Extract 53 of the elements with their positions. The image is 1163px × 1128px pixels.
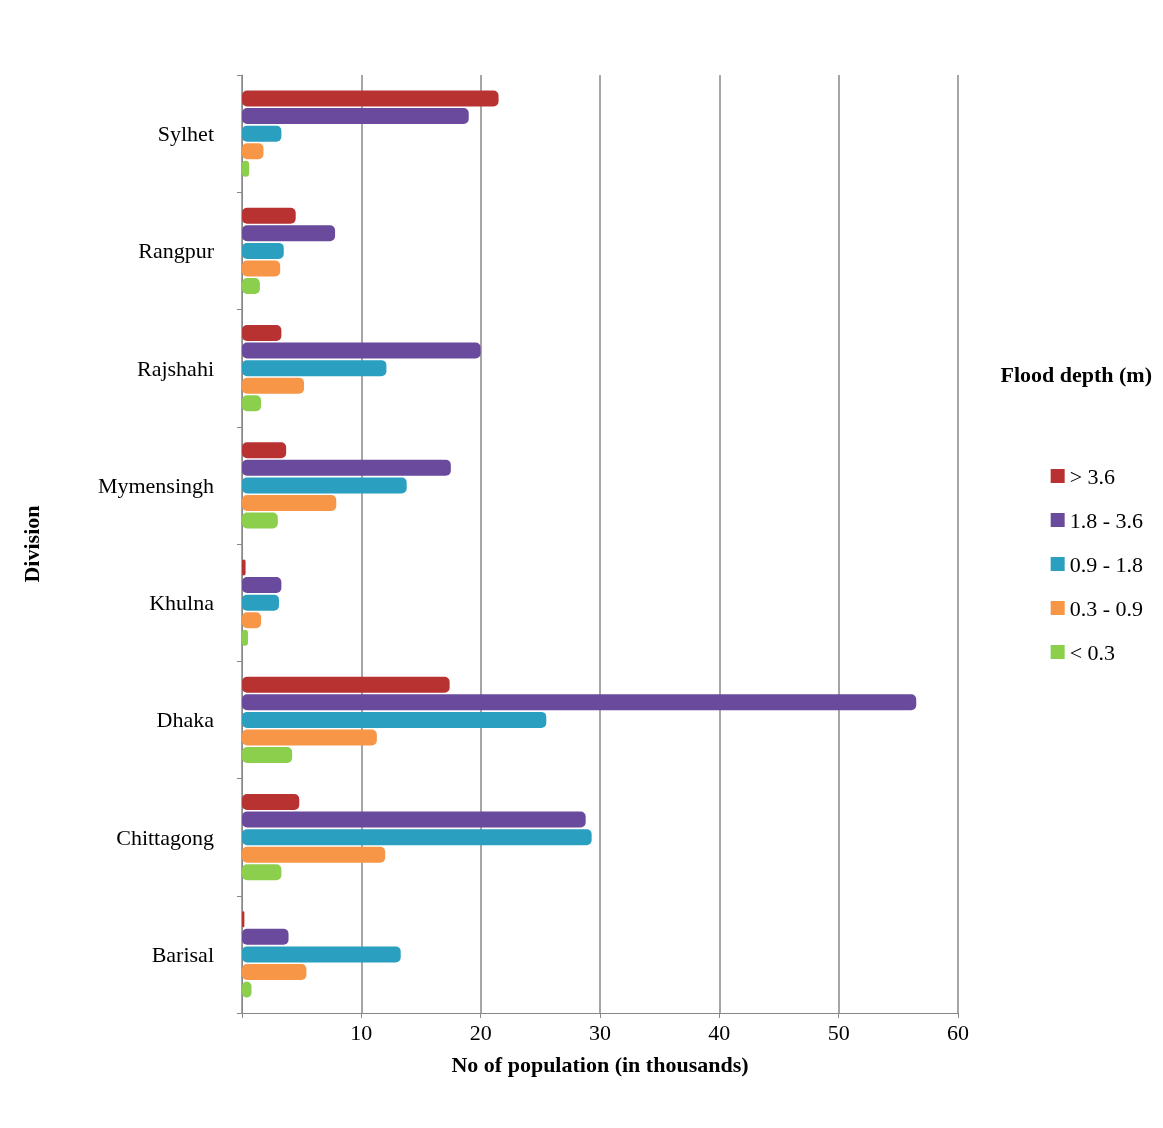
y-tick-label: Rangpur xyxy=(138,238,215,264)
bar xyxy=(242,729,377,746)
bar xyxy=(242,711,547,728)
bar xyxy=(242,747,293,764)
bar xyxy=(242,459,451,476)
bar xyxy=(242,864,282,881)
x-tick-label: 30 xyxy=(589,1019,611,1045)
bar xyxy=(242,494,337,511)
bar xyxy=(242,442,287,459)
bar xyxy=(242,846,386,863)
bar xyxy=(242,928,289,945)
bar xyxy=(242,125,282,142)
bar xyxy=(242,963,307,980)
bar xyxy=(242,811,586,828)
x-tick-label: 10 xyxy=(350,1019,373,1045)
y-tick-label: Sylhet xyxy=(157,121,214,147)
y-tick-label: Khulna xyxy=(149,590,215,616)
bar xyxy=(242,829,592,846)
legend-label: 1.8 - 3.6 xyxy=(1069,507,1143,533)
bar xyxy=(242,225,336,242)
y-tick-label: Chittagong xyxy=(116,824,214,850)
y-axis-title: Division xyxy=(18,505,44,583)
bar xyxy=(242,577,282,594)
bar xyxy=(242,360,387,377)
bar xyxy=(242,90,499,107)
bar xyxy=(242,694,917,711)
legend-label: 0.3 - 0.9 xyxy=(1069,595,1143,621)
x-axis-title: No of population (in thousands) xyxy=(451,1051,749,1077)
bar xyxy=(242,342,481,359)
bar xyxy=(242,324,282,341)
bar xyxy=(242,512,278,529)
bar xyxy=(242,946,401,963)
bar xyxy=(242,207,296,224)
bar xyxy=(242,477,407,494)
bar xyxy=(242,108,469,125)
bar xyxy=(242,260,281,277)
y-tick-label: Barisal xyxy=(151,941,214,967)
x-tick-label: 20 xyxy=(469,1019,492,1045)
x-tick-label: 50 xyxy=(827,1019,850,1045)
legend-title: Flood depth (m) xyxy=(1000,361,1152,387)
x-tick-label: 60 xyxy=(947,1019,969,1045)
bar xyxy=(242,242,284,259)
bar xyxy=(242,676,450,693)
y-tick-label: Mymensingh xyxy=(97,472,214,498)
bar xyxy=(242,377,305,394)
bar xyxy=(242,793,300,810)
y-tick-label: Dhaka xyxy=(156,707,215,733)
legend-label: > 3.6 xyxy=(1069,463,1116,489)
legend-label: < 0.3 xyxy=(1069,639,1116,665)
legend-label: 0.9 - 1.8 xyxy=(1069,551,1143,577)
y-tick-label: Rajshahi xyxy=(137,355,214,381)
bar xyxy=(242,594,279,611)
x-tick-label: 40 xyxy=(708,1019,731,1045)
